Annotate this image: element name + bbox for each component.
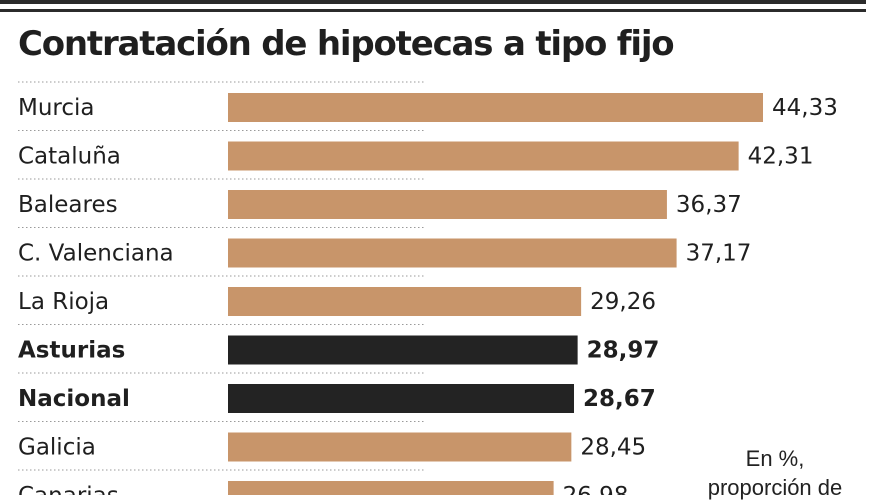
category-label-cataluna: Cataluña	[18, 144, 121, 170]
bar-galicia	[228, 432, 572, 462]
note-line-1: En %,	[745, 446, 805, 471]
value-label-cataluna: 42,31	[748, 144, 814, 170]
category-label-baleares: Baleares	[18, 192, 118, 218]
value-label-la-rioja: 29,26	[590, 289, 656, 315]
category-label-canarias: Canarias	[18, 483, 119, 495]
bar-asturias	[228, 335, 578, 365]
top-rule	[0, 0, 866, 4]
bar-canarias	[228, 481, 554, 495]
bar-nacional	[228, 384, 575, 413]
bar-la-rioja	[228, 287, 582, 316]
value-label-asturias: 28,97	[587, 338, 660, 364]
category-label-murcia: Murcia	[18, 95, 95, 121]
value-label-murcia: 44,33	[772, 95, 838, 121]
chart-note: En %, proporción de	[680, 444, 870, 502]
value-label-galicia: 28,45	[580, 435, 646, 461]
note-line-2: proporción de	[707, 475, 843, 500]
value-label-c-valenciana: 37,17	[686, 241, 752, 267]
category-label-asturias: Asturias	[18, 338, 125, 364]
value-label-baleares: 36,37	[676, 192, 742, 218]
bar-cataluna	[228, 141, 739, 171]
bar-baleares	[228, 190, 667, 219]
category-label-nacional: Nacional	[18, 386, 130, 412]
value-label-canarias: 26,98	[563, 483, 629, 495]
chart-title: Contratación de hipotecas a tipo fijo	[18, 24, 675, 64]
value-label-nacional: 28,67	[583, 386, 656, 412]
category-label-galicia: Galicia	[18, 435, 96, 461]
bar-c-valenciana	[228, 238, 677, 268]
category-label-la-rioja: La Rioja	[18, 289, 109, 315]
bar-murcia	[228, 93, 763, 122]
category-label-c-valenciana: C. Valenciana	[18, 241, 174, 267]
top-rule-secondary	[0, 9, 866, 12]
